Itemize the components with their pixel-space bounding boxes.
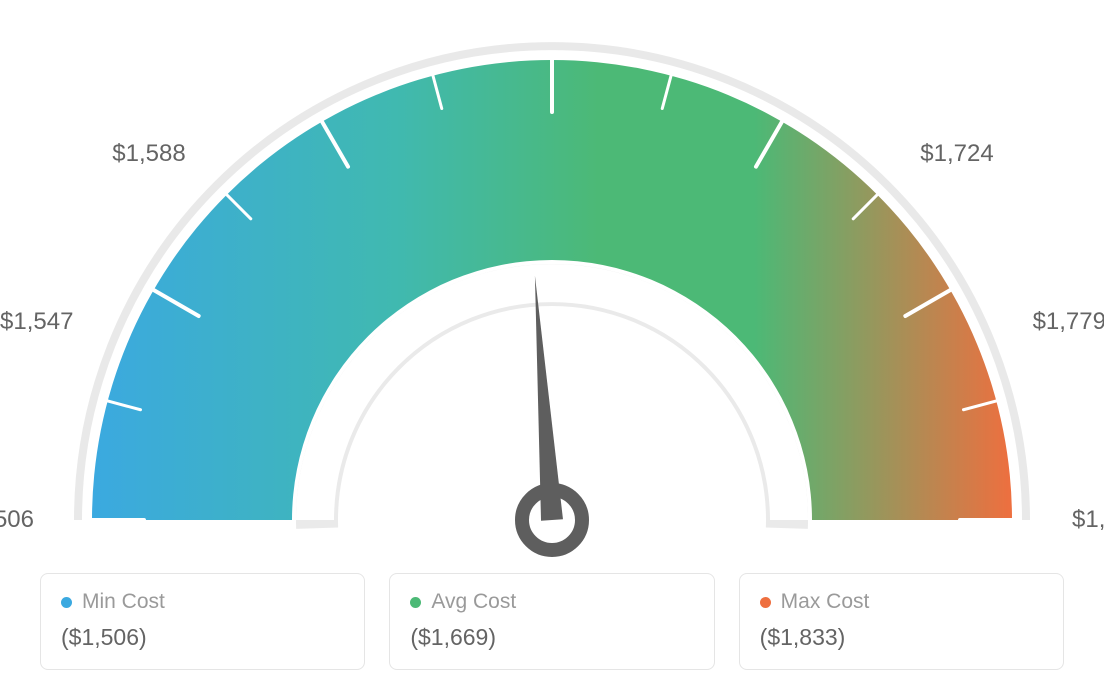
avg-dot-icon xyxy=(410,597,421,608)
avg-cost-value: ($1,669) xyxy=(410,624,693,651)
min-cost-card: Min Cost ($1,506) xyxy=(40,573,365,670)
max-dot-icon xyxy=(760,597,771,608)
min-cost-value: ($1,506) xyxy=(61,624,344,651)
max-cost-value: ($1,833) xyxy=(760,624,1043,651)
gauge-tick-label: $1,588 xyxy=(96,140,186,168)
max-cost-title: Max Cost xyxy=(781,590,870,614)
gauge-tick-label: $1,724 xyxy=(920,140,993,168)
min-cost-title: Min Cost xyxy=(82,590,165,614)
avg-cost-header: Avg Cost xyxy=(410,590,693,614)
gauge-area: $1,506 $1,547 $1,588 $1,669 $1,724 $1,779 $1,8… xyxy=(0,0,1104,560)
summary-cards: Min Cost ($1,506) Avg Cost ($1,669) Max … xyxy=(40,573,1064,670)
avg-cost-card: Avg Cost ($1,669) xyxy=(389,573,714,670)
min-dot-icon xyxy=(61,597,72,608)
gauge-tick-label: $1,779 xyxy=(1033,308,1104,336)
gauge-tick-label: $1,547 xyxy=(0,308,73,336)
avg-cost-title: Avg Cost xyxy=(431,590,516,614)
gauge-chart-container: $1,506 $1,547 $1,588 $1,669 $1,724 $1,779 $1,8… xyxy=(0,0,1104,690)
gauge-needle xyxy=(522,276,582,550)
gauge-tick-label: $1,506 xyxy=(0,506,34,534)
gauge-svg xyxy=(52,20,1052,560)
gauge-tick-label: $1,669 xyxy=(507,0,597,2)
max-cost-header: Max Cost xyxy=(760,590,1043,614)
min-cost-header: Min Cost xyxy=(61,590,344,614)
gauge-tick-label: $1,833 xyxy=(1072,506,1104,534)
max-cost-card: Max Cost ($1,833) xyxy=(739,573,1064,670)
